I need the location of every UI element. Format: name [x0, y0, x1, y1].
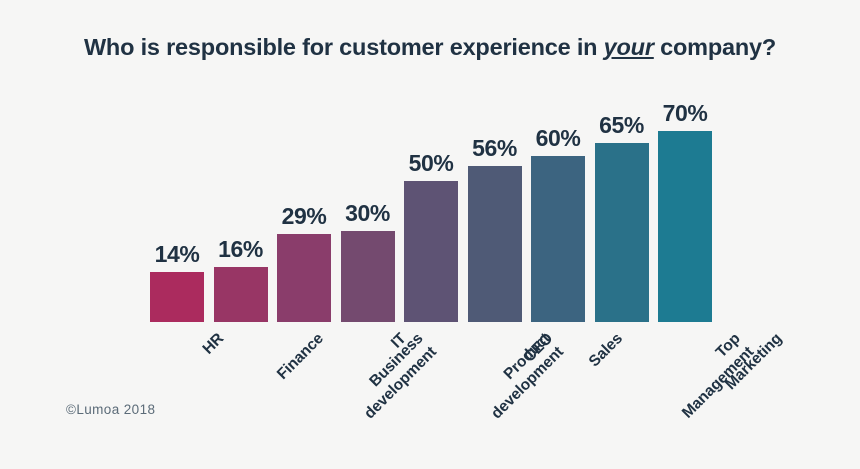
category-label: Finance [273, 330, 327, 383]
copyright-label: ©Lumoa 2018 [66, 402, 156, 417]
bar-value-label: 65% [599, 112, 644, 139]
bar-value-label: 50% [408, 150, 454, 176]
category-label: HR [199, 330, 228, 358]
chart-title: Who is responsible for customer experien… [0, 34, 860, 61]
bar[interactable] [277, 233, 331, 322]
bar-group[interactable]: 70% [658, 88, 712, 322]
bar[interactable] [404, 181, 458, 322]
bar[interactable] [594, 143, 649, 322]
bar-group[interactable]: 65% [594, 88, 649, 322]
category-label: Sales [585, 330, 627, 371]
bar-value-label: 30% [345, 200, 390, 227]
bar-value-label: 14% [154, 240, 200, 267]
bar-value-label: 70% [662, 99, 708, 126]
bar-value-label: 56% [472, 134, 517, 161]
bar-group[interactable]: 29% [277, 88, 331, 322]
category-axis: HR Finance Business development IT Product dev… [150, 322, 785, 442]
chart-title-before: Who is responsible for customer experien… [83, 34, 604, 60]
bar-group[interactable]: 14% [150, 88, 204, 322]
bar-group[interactable]: 60% [531, 88, 585, 322]
bar-value-label: 16% [218, 235, 263, 262]
bar-group[interactable]: 50% [404, 88, 458, 322]
bar-group[interactable]: 56% [467, 88, 522, 322]
bar-chart-plot-area: 14% 16% 29% 30% 50% 56% 60% 65% 70% [150, 88, 722, 322]
bar-group[interactable]: 16% [213, 88, 268, 322]
bar[interactable] [213, 266, 268, 322]
bar[interactable] [658, 130, 712, 322]
bar[interactable] [467, 165, 522, 322]
chart-title-after: company? [653, 34, 777, 60]
bar-value-label: 60% [535, 124, 581, 151]
chart-title-emphasis: your [603, 34, 654, 60]
bar-group[interactable]: 30% [340, 88, 395, 322]
bar[interactable] [531, 155, 585, 322]
bar-value-label: 29% [281, 202, 327, 229]
bar[interactable] [340, 231, 395, 322]
bar[interactable] [150, 271, 204, 322]
